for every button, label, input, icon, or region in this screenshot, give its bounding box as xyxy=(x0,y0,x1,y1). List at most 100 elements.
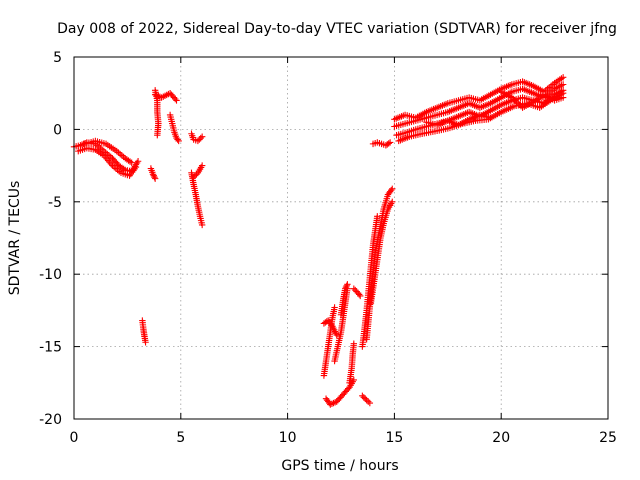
data-point xyxy=(387,187,395,194)
data-point xyxy=(357,292,364,300)
data-point xyxy=(363,396,370,404)
series-arc-28 xyxy=(423,111,494,129)
x-tick-label: 5 xyxy=(176,430,185,446)
data-point xyxy=(128,159,135,166)
data-point xyxy=(374,213,381,220)
series-arc-4 xyxy=(139,317,149,346)
grid xyxy=(74,57,608,419)
data-point xyxy=(331,304,338,311)
x-tick-label: 20 xyxy=(492,430,510,446)
data-point xyxy=(508,94,516,101)
series-arc-10 xyxy=(188,169,206,229)
data-point xyxy=(344,281,351,288)
data-point xyxy=(198,133,206,140)
series-arc-17 xyxy=(350,285,364,300)
data-point xyxy=(194,137,202,145)
series-arc-5 xyxy=(147,165,159,182)
data-point xyxy=(190,173,197,181)
series-arc-22 xyxy=(367,198,396,307)
data-point xyxy=(330,399,337,407)
y-tick-label: -5 xyxy=(48,195,62,211)
data-point xyxy=(342,285,349,292)
series-arc-25 xyxy=(391,81,567,130)
series-arc-14 xyxy=(322,376,358,408)
y-tick-labels: 5 0 -5 -10 -15 -20 xyxy=(39,50,62,428)
data-point xyxy=(173,97,180,104)
data-point xyxy=(197,134,204,142)
y-tick-label: -10 xyxy=(39,267,62,283)
series-arc-18 xyxy=(346,340,358,386)
data-point xyxy=(385,140,392,147)
data-point xyxy=(350,376,358,384)
y-tick-label: 0 xyxy=(53,122,62,138)
axis-ticks xyxy=(73,56,609,420)
data-point xyxy=(360,394,367,401)
data-point xyxy=(355,291,363,298)
data-point xyxy=(345,385,352,392)
data-point xyxy=(175,137,182,145)
data-point xyxy=(198,221,206,229)
data-point xyxy=(142,339,149,346)
data-point xyxy=(174,136,181,143)
data-point xyxy=(154,131,161,139)
data-point xyxy=(333,331,340,339)
data-point xyxy=(191,172,199,179)
data-point xyxy=(196,136,203,143)
y-tick-label: -20 xyxy=(39,412,62,428)
data-point xyxy=(343,282,350,289)
data-point xyxy=(386,139,394,146)
data-point xyxy=(366,399,374,407)
series-arc-9 xyxy=(188,130,206,145)
data-point xyxy=(559,81,567,88)
data-point xyxy=(362,395,369,402)
series-arc-7 xyxy=(151,90,180,104)
data-point xyxy=(487,114,494,122)
data-point xyxy=(513,98,520,106)
data-point xyxy=(151,173,158,181)
data-point xyxy=(516,101,523,108)
data-point xyxy=(352,286,359,294)
data-point xyxy=(198,162,206,169)
y-tick-label: -15 xyxy=(39,340,62,356)
x-tick-label: 15 xyxy=(385,430,403,446)
data-points xyxy=(70,74,567,408)
series-arc-16 xyxy=(337,281,351,318)
data-point xyxy=(132,163,140,171)
y-axis-label: SDTVAR / TECUs xyxy=(7,181,23,296)
x-tick-label: 0 xyxy=(70,430,79,446)
data-point xyxy=(172,95,179,103)
data-point xyxy=(511,97,519,104)
series-arc-11 xyxy=(190,162,206,181)
data-point xyxy=(559,74,567,81)
x-tick-label: 25 xyxy=(599,430,617,446)
data-point xyxy=(149,171,157,178)
data-point xyxy=(193,171,200,178)
data-point xyxy=(134,158,142,165)
series-arc-20 xyxy=(359,213,381,350)
data-point xyxy=(151,175,159,182)
series-arc-13 xyxy=(320,304,338,379)
series-arc-23 xyxy=(369,139,394,149)
data-point xyxy=(510,95,517,103)
series-arc-3 xyxy=(81,137,135,166)
data-point xyxy=(350,340,358,347)
data-point xyxy=(359,392,366,400)
series-arc-19 xyxy=(359,392,374,407)
y-tick-label: 5 xyxy=(53,50,62,66)
data-point xyxy=(350,285,358,292)
chart-title: Day 008 of 2022, Sidereal Day-to-day VTE… xyxy=(57,21,617,37)
plot-frame xyxy=(73,56,609,420)
x-tick-labels: 0 5 10 15 20 25 xyxy=(70,430,617,446)
series-arc-2 xyxy=(75,145,140,179)
data-point xyxy=(150,172,157,179)
data-point xyxy=(559,94,567,101)
x-tick-label: 10 xyxy=(279,430,297,446)
data-point xyxy=(342,284,350,291)
series-arc-24 xyxy=(391,74,567,123)
data-point xyxy=(389,185,396,192)
x-axis-label: GPS time / hours xyxy=(281,458,398,474)
data-point xyxy=(389,198,396,205)
data-point xyxy=(365,398,372,405)
data-point xyxy=(514,100,522,107)
